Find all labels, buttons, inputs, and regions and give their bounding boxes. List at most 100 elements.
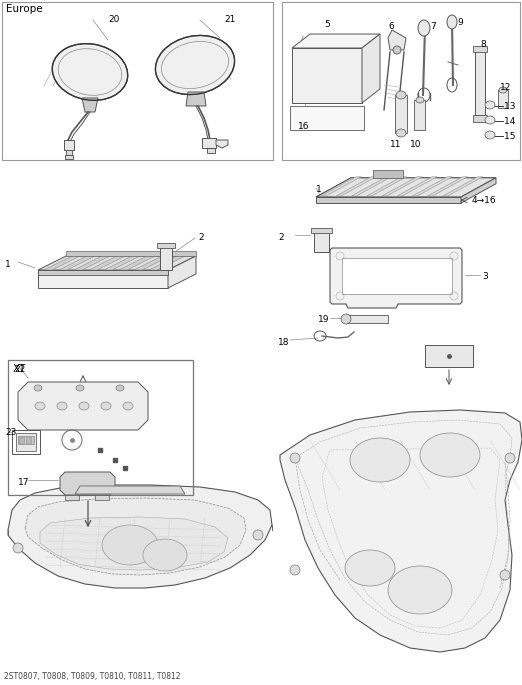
Ellipse shape [341,314,351,324]
Ellipse shape [156,36,234,95]
Bar [282,2,520,160]
Text: 11: 11 [390,140,401,149]
Ellipse shape [57,402,67,410]
Polygon shape [316,177,496,197]
Bar [157,243,175,248]
Ellipse shape [79,402,89,410]
Bar [160,245,172,270]
Bar [207,148,215,153]
Polygon shape [104,256,140,270]
Ellipse shape [396,91,406,99]
Ellipse shape [102,525,158,565]
Polygon shape [186,92,206,106]
Polygon shape [342,258,452,294]
Polygon shape [382,177,422,196]
Ellipse shape [420,433,480,477]
Text: 10: 10 [410,140,421,149]
Text: 23: 23 [5,428,16,437]
Ellipse shape [35,402,45,410]
Bar [12,430,40,454]
Polygon shape [397,177,437,196]
Text: 22: 22 [14,365,25,374]
Bar [16,433,36,451]
Polygon shape [428,177,468,196]
Polygon shape [366,177,407,196]
Polygon shape [119,256,155,270]
Text: 8: 8 [480,40,486,49]
Ellipse shape [123,402,133,410]
Polygon shape [443,177,483,196]
Polygon shape [412,177,453,196]
Bar [95,495,109,500]
Text: 4→16: 4→16 [472,196,496,205]
Ellipse shape [505,453,515,463]
Polygon shape [168,256,196,288]
Ellipse shape [290,565,300,575]
Text: Europe: Europe [6,4,43,14]
Ellipse shape [253,530,263,540]
Bar [8,360,193,495]
Bar [38,270,168,275]
Polygon shape [216,140,228,148]
Ellipse shape [350,438,410,482]
Text: 21: 21 [224,15,235,24]
Polygon shape [134,256,170,270]
Bar [473,115,487,122]
Ellipse shape [76,385,84,391]
Polygon shape [280,410,522,652]
Ellipse shape [13,543,23,553]
Text: ―13: ―13 [495,102,516,111]
Text: 9: 9 [457,18,462,27]
Polygon shape [351,177,392,196]
Ellipse shape [290,453,300,463]
Ellipse shape [116,385,124,391]
Polygon shape [60,472,115,495]
Bar [65,155,73,159]
Text: 2ST0807, T0808, T0809, T0810, T0811, T0812: 2ST0807, T0808, T0809, T0810, T0811, T08… [4,672,181,681]
Polygon shape [388,30,406,50]
Polygon shape [461,177,496,203]
Polygon shape [74,256,110,270]
Ellipse shape [143,539,187,571]
Text: ―14: ―14 [495,117,515,126]
Polygon shape [149,256,185,270]
Bar [373,170,403,177]
Text: 19: 19 [318,315,329,324]
Text: 20: 20 [108,15,120,24]
Bar [414,100,425,130]
Bar [425,345,473,367]
Polygon shape [38,256,196,270]
Bar [18,436,34,444]
Bar [64,140,74,150]
Polygon shape [316,197,461,203]
Polygon shape [321,177,361,196]
Ellipse shape [499,87,507,93]
Text: 18: 18 [278,338,290,347]
Polygon shape [59,256,95,270]
Ellipse shape [388,566,452,614]
Polygon shape [330,248,462,308]
Bar [311,228,332,233]
Bar [65,495,79,500]
Ellipse shape [52,44,128,101]
Ellipse shape [485,116,495,124]
Ellipse shape [485,131,495,139]
Ellipse shape [101,402,111,410]
Bar [475,50,485,115]
Text: 7: 7 [430,22,436,31]
Text: ―15: ―15 [495,132,516,141]
Polygon shape [40,517,228,570]
Polygon shape [18,382,148,430]
Polygon shape [44,256,80,270]
Text: 2: 2 [278,233,283,242]
Bar [202,138,216,148]
Polygon shape [25,498,246,575]
Polygon shape [292,34,380,48]
Polygon shape [75,486,185,494]
Polygon shape [362,34,380,103]
Polygon shape [290,106,364,130]
Ellipse shape [418,20,430,36]
Text: 5: 5 [324,20,330,29]
Polygon shape [66,251,196,256]
Bar [19,437,24,443]
